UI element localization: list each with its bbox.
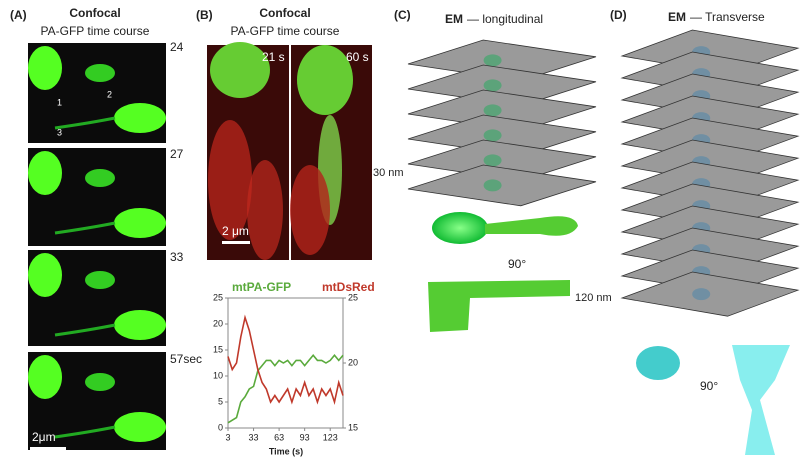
y-tick-label: 10 xyxy=(213,370,223,380)
time-label: 57sec xyxy=(170,352,202,366)
legend-entry: mtDsRed xyxy=(322,280,375,294)
y-tick-label: 25 xyxy=(213,292,223,302)
time-label: 24 xyxy=(170,40,184,54)
marker: 1 xyxy=(57,97,62,107)
time-label: 27 xyxy=(170,147,184,161)
em-object xyxy=(483,179,502,192)
em-object xyxy=(483,104,502,117)
frame-label: 60 s xyxy=(346,50,369,64)
panel-title: — Transverse xyxy=(690,10,765,24)
scale-label: 2μm xyxy=(32,430,56,444)
series-line xyxy=(227,353,344,424)
x-axis-label: Time (s) xyxy=(269,446,303,456)
panel-label: (B) xyxy=(196,8,213,22)
em-stack xyxy=(620,29,800,317)
em-object xyxy=(692,288,711,301)
em-stack xyxy=(407,39,597,207)
x-tick-label: 123 xyxy=(323,432,338,442)
process xyxy=(54,425,116,439)
blob xyxy=(28,355,62,399)
rotation-label: 90° xyxy=(700,379,718,393)
series-line xyxy=(227,314,344,406)
blob xyxy=(28,151,62,195)
blob xyxy=(114,103,166,133)
em-slice xyxy=(407,164,597,207)
blob xyxy=(114,208,166,238)
y-tick-label: 20 xyxy=(213,318,223,328)
panel-title: EM xyxy=(668,10,686,24)
x-tick-label: 3 xyxy=(225,432,230,442)
em-object xyxy=(483,54,502,67)
scale-label: 2 μm xyxy=(222,224,249,238)
em-object xyxy=(483,154,502,167)
process xyxy=(54,323,116,337)
marker: 2 xyxy=(107,89,112,99)
x-tick-label: 33 xyxy=(249,432,259,442)
image xyxy=(207,42,372,260)
time-label: 33 xyxy=(170,250,184,264)
frame-label: 21 s xyxy=(262,50,285,64)
blob xyxy=(85,271,115,289)
blob xyxy=(28,46,62,90)
process xyxy=(54,221,116,235)
panel-subtitle: PA-GFP time course xyxy=(41,24,150,38)
panel-title: Confocal xyxy=(69,6,120,20)
reconstruction xyxy=(636,345,790,455)
x-tick-label: 93 xyxy=(300,432,310,442)
spacing-label: 30 nm xyxy=(373,167,404,179)
y2-tick-label: 20 xyxy=(348,357,358,367)
blob xyxy=(114,412,166,442)
scale-bar xyxy=(30,447,66,450)
y2-tick-label: 25 xyxy=(348,292,358,302)
reconstruction xyxy=(428,212,578,332)
y-tick-label: 0 xyxy=(218,422,223,432)
blob xyxy=(85,373,115,391)
blob xyxy=(85,64,115,82)
marker: 3 xyxy=(57,127,62,137)
panel-title: EM xyxy=(445,12,463,26)
legend-entry: mtPA-GFP xyxy=(232,280,291,294)
em-object xyxy=(483,79,502,92)
panel-title: — longitudinal xyxy=(467,12,543,26)
blob xyxy=(114,310,166,340)
panel-title: Confocal xyxy=(259,6,310,20)
y-tick-label: 15 xyxy=(213,344,223,354)
em-object xyxy=(483,129,502,142)
x-tick-label: 63 xyxy=(274,432,284,442)
blob xyxy=(28,253,62,297)
y-tick-label: 5 xyxy=(218,396,223,406)
panel-label: (A) xyxy=(10,8,27,22)
image-stack xyxy=(28,43,166,450)
rotation-label: 90° xyxy=(508,257,526,271)
panel-subtitle: PA-GFP time course xyxy=(231,24,340,38)
panel-label: (D) xyxy=(610,8,627,22)
process xyxy=(54,116,116,130)
panel-label: (C) xyxy=(394,8,411,22)
blob xyxy=(85,169,115,187)
y2-tick-label: 15 xyxy=(348,422,358,432)
spacing-label: 120 nm xyxy=(575,292,612,304)
